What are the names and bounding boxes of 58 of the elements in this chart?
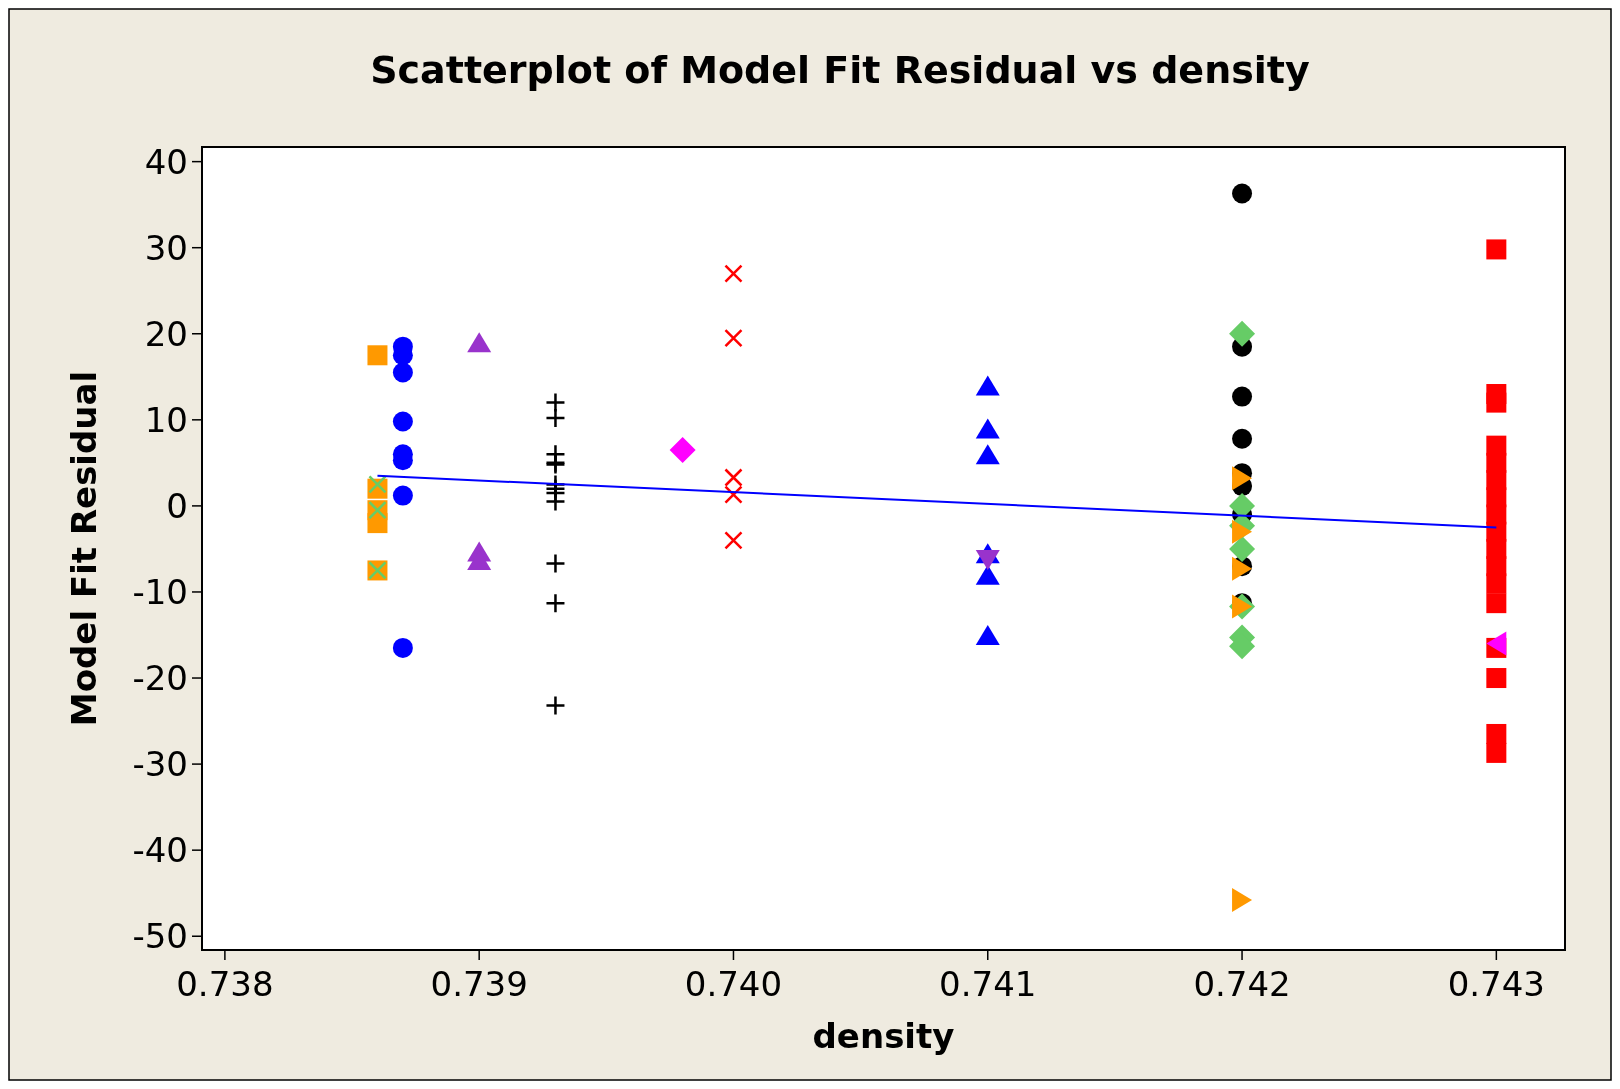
point [1486,573,1507,594]
point [467,332,492,353]
point [724,264,743,283]
point [545,695,566,716]
point [1486,392,1507,413]
point [392,485,413,506]
point [392,637,413,658]
point [1232,888,1253,913]
point [669,436,696,463]
point [545,592,566,614]
y-tick-label: -40 [132,830,188,871]
x-tick-label: 0.741 [939,964,1037,1004]
y-tick-label: -50 [132,916,188,957]
point [392,362,413,383]
point [1486,593,1507,614]
point [1486,742,1507,763]
point [1232,183,1253,204]
chart-title: Scatterplot of Model Fit Residual vs density [370,48,1310,92]
point [1486,631,1507,656]
x-axis-title: density [812,1016,955,1056]
point [392,411,413,432]
point [724,468,743,487]
y-tick-label: -30 [132,744,188,785]
y-tick-label: 30 [144,227,188,268]
point [975,444,1000,465]
point [724,531,743,550]
point [545,407,566,429]
y-tick-label: 40 [144,141,188,182]
point [367,513,388,534]
point [1229,535,1256,562]
point [367,345,388,366]
point [724,328,743,348]
point [545,491,566,512]
y-tick-label: 10 [144,399,188,440]
point [368,475,387,494]
y-axis-title: Model Fit Residual [64,370,104,727]
point [1486,723,1507,744]
point [545,553,566,574]
x-tick-label: 0.738 [176,964,274,1004]
y-tick-label: -20 [132,658,188,699]
x-tick-label: 0.740 [684,964,783,1004]
y-tick-label: 0 [166,485,188,526]
point [1232,466,1253,491]
point [1229,320,1256,347]
point [975,550,1000,571]
point [1486,239,1507,260]
point [975,625,1000,645]
point [1232,519,1253,544]
point [1232,386,1253,407]
point [1232,428,1253,449]
y-tick-label: 20 [144,313,188,354]
x-tick-label: 0.739 [430,964,528,1004]
point [1486,668,1507,689]
y-tick-label: -10 [132,571,188,612]
point [975,418,1000,439]
point [975,375,1000,396]
x-tick-label: 0.743 [1447,964,1546,1004]
x-tick-label: 0.742 [1193,964,1291,1004]
